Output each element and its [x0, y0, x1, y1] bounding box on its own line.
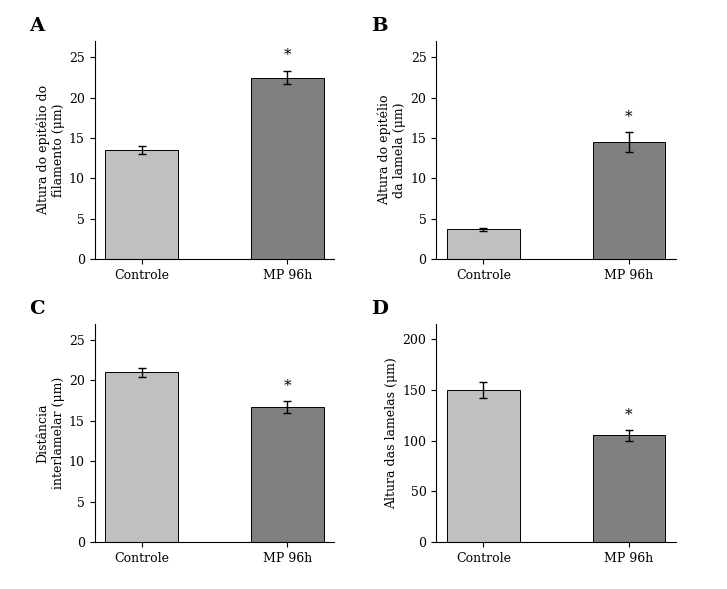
- Text: D: D: [371, 300, 387, 318]
- Y-axis label: Altura do epitélio
da lamela (μm): Altura do epitélio da lamela (μm): [378, 95, 406, 206]
- Bar: [447, 390, 520, 542]
- Text: B: B: [371, 17, 387, 35]
- Y-axis label: Altura das lamelas (μm): Altura das lamelas (μm): [385, 357, 398, 509]
- Text: *: *: [625, 408, 632, 422]
- Text: A: A: [29, 17, 44, 35]
- Text: *: *: [284, 379, 291, 393]
- Bar: [251, 78, 324, 259]
- Bar: [105, 372, 178, 542]
- Bar: [251, 407, 324, 542]
- Bar: [447, 229, 520, 259]
- Text: C: C: [29, 300, 44, 318]
- Y-axis label: Altura do epitélio do
filamento (μm): Altura do epitélio do filamento (μm): [36, 85, 65, 215]
- Bar: [593, 435, 665, 542]
- Y-axis label: Distância
interlamelar (μm): Distância interlamelar (μm): [36, 377, 65, 489]
- Bar: [593, 142, 665, 259]
- Text: *: *: [284, 48, 291, 62]
- Bar: [105, 150, 178, 259]
- Text: *: *: [625, 110, 632, 124]
